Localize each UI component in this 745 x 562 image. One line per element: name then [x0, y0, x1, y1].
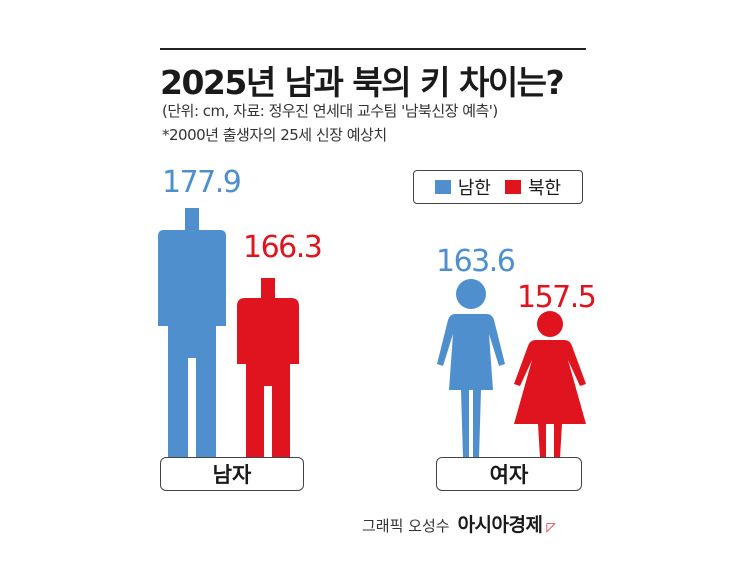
- male-north-figure: [237, 278, 299, 458]
- female-south-body: [437, 314, 505, 458]
- footnote: *2000년 출생자의 25세 신장 예상치: [162, 126, 387, 144]
- credit-name: 그래픽 오성수: [362, 517, 450, 535]
- female-south-head: [456, 279, 486, 309]
- female-north-head: [537, 311, 563, 337]
- legend-item-south: 남한: [434, 174, 491, 200]
- legend-swatch-north: [505, 180, 521, 194]
- category-label-female: 여자: [436, 457, 582, 491]
- legend-label-south: 남한: [457, 178, 491, 199]
- male-south-neck: [185, 208, 199, 232]
- legend-label-north: 북한: [528, 178, 562, 199]
- male-south-body: [158, 230, 226, 458]
- legend-swatch-south: [434, 180, 451, 194]
- value-label-male-north: 166.3: [243, 230, 323, 265]
- chart-title: 2025년 남과 북의 키 차이는?: [160, 63, 565, 102]
- category-label-male: 남자: [160, 457, 304, 491]
- male-north-neck: [261, 278, 275, 300]
- female-north-figure: [514, 311, 586, 458]
- male-north-body: [237, 298, 299, 458]
- male-south-figure: [158, 208, 226, 458]
- credit: 그래픽 오성수 아시아경제 ◸: [362, 510, 556, 537]
- source-note: (단위: cm, 자료: 정우진 연세대 교수팀 '남북신장 예측'): [162, 102, 498, 120]
- value-label-male-south: 177.9: [162, 165, 242, 200]
- value-label-female-south: 163.6: [436, 244, 516, 279]
- female-north-body: [514, 340, 586, 458]
- legend: 남한 북한: [413, 170, 583, 204]
- brand-logo: 아시아경제: [457, 514, 543, 536]
- value-label-female-north: 157.5: [517, 280, 597, 315]
- female-south-figure: [437, 279, 505, 458]
- top-rule: [160, 48, 586, 50]
- legend-item-north: 북한: [505, 174, 561, 200]
- brand-mark-icon: ◸: [546, 520, 556, 534]
